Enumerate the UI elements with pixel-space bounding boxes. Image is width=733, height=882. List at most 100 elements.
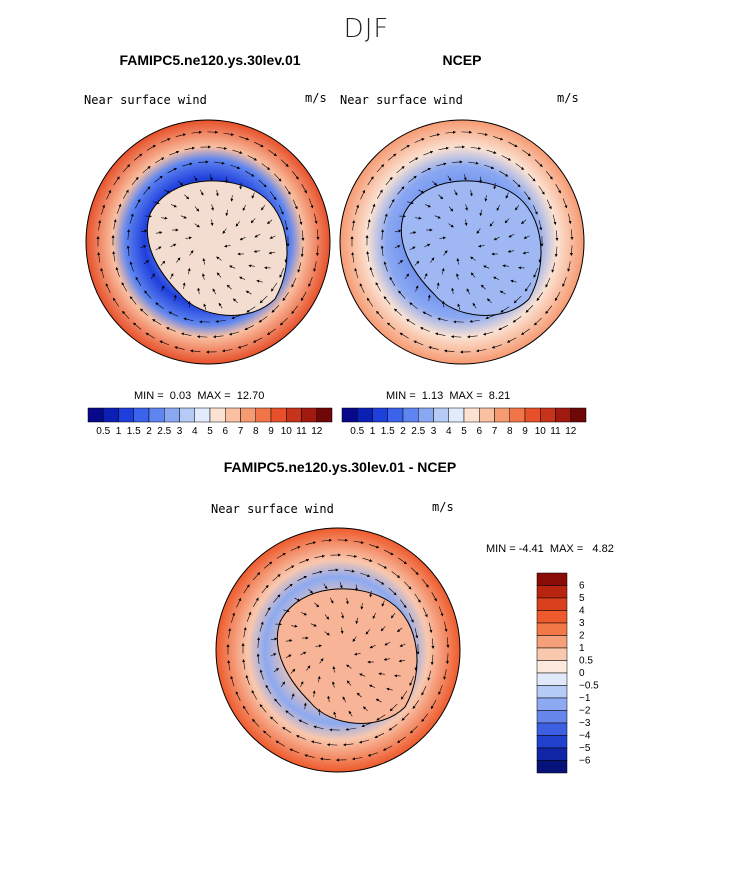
wind-vector <box>510 279 517 283</box>
colorbar-swatch <box>87 407 104 423</box>
colorbar-swatch <box>536 747 568 761</box>
wind-vector <box>489 221 494 227</box>
wind-vector <box>299 558 310 564</box>
wind-vector <box>198 160 209 164</box>
wind-vector <box>155 246 162 251</box>
colorbar-swatch <box>179 407 195 423</box>
wind-vector <box>329 597 334 604</box>
wind-vector <box>400 599 407 609</box>
wind-vector <box>448 206 454 212</box>
wind-vector <box>189 349 201 353</box>
wind-vector <box>269 235 276 239</box>
wind-vector <box>434 215 441 219</box>
wind-vector <box>359 673 366 677</box>
wind-vector <box>451 287 455 295</box>
wind-vector <box>394 245 401 249</box>
colorbar-tick-label: 9 <box>522 426 528 437</box>
wind-vector <box>263 730 272 738</box>
wind-vector <box>324 631 330 636</box>
wind-vector <box>319 658 324 664</box>
wind-vector <box>361 722 372 728</box>
wind-vector <box>480 284 486 290</box>
colorbar-tick-label: 4 <box>192 426 198 437</box>
wind-vector <box>212 288 217 295</box>
colorbar-tick-label: 1.5 <box>127 426 141 437</box>
wind-vector <box>408 175 417 183</box>
wind-vector <box>261 163 271 170</box>
wind-vector <box>140 245 147 249</box>
wind-vector <box>296 735 306 740</box>
wind-vector <box>422 607 428 618</box>
wind-vector <box>273 667 280 673</box>
wind-vector <box>409 676 415 686</box>
wind-vector <box>479 209 483 217</box>
wind-vector <box>421 685 427 696</box>
wind-vector <box>428 622 433 633</box>
panel2-map <box>339 119 585 365</box>
wind-vector <box>216 146 228 150</box>
wind-vector <box>438 194 444 200</box>
wind-vector <box>122 164 131 173</box>
wind-vector <box>305 541 317 545</box>
wind-vector <box>300 291 307 302</box>
wind-vector <box>344 569 355 573</box>
wind-vector <box>367 218 371 230</box>
colorbar-swatch <box>570 407 587 423</box>
wind-vector <box>313 725 324 730</box>
colorbar-tick-label: 11 <box>296 426 307 437</box>
colorbar-swatch <box>418 407 434 423</box>
wind-vector <box>383 296 391 305</box>
wind-vector <box>430 257 435 263</box>
wind-vector <box>369 590 373 598</box>
wind-vector <box>291 693 295 700</box>
panel3-units: m/s <box>432 500 454 514</box>
wind-vector <box>166 327 176 332</box>
wind-vector <box>470 272 476 278</box>
wind-vector <box>270 637 278 641</box>
wind-vector <box>545 305 553 315</box>
wind-vector <box>144 290 152 299</box>
panel3-colorbar: 65 43 21 0.50 −0.5−1 −2−3 −4−5 −6 <box>536 572 599 774</box>
wind-vector <box>222 349 233 353</box>
wind-vector <box>396 627 403 633</box>
wind-vector <box>252 718 260 728</box>
panel1-antarctica-outline <box>146 180 288 316</box>
wind-vector <box>513 295 522 304</box>
colorbar-swatch <box>387 407 404 423</box>
wind-vector <box>175 133 187 137</box>
wind-vector <box>431 638 435 650</box>
wind-vector <box>372 612 376 619</box>
wind-vector <box>496 204 500 211</box>
wind-vector <box>431 592 437 602</box>
wind-vector <box>231 612 235 623</box>
wind-vector <box>259 669 264 680</box>
wind-vector <box>493 236 500 241</box>
wind-vector <box>152 319 162 326</box>
wind-vector <box>276 552 286 559</box>
wind-vector <box>443 669 447 680</box>
wind-vector <box>472 302 477 309</box>
wind-vector <box>292 199 298 210</box>
wind-vector <box>273 594 281 603</box>
wind-vector <box>354 652 361 656</box>
colorbar-tick-label: 11 <box>550 426 561 437</box>
wind-vector <box>360 189 366 200</box>
wind-vector <box>570 229 574 241</box>
colorbar-tick-label: −1 <box>579 693 591 704</box>
wind-vector <box>464 219 468 226</box>
wind-vector <box>259 295 268 304</box>
wind-vector <box>551 262 556 273</box>
wind-vector <box>500 306 510 313</box>
wind-vector <box>231 314 242 320</box>
wind-vector <box>369 544 380 549</box>
wind-vector <box>332 666 336 673</box>
wind-vector <box>197 287 201 295</box>
wind-vector <box>407 201 414 205</box>
wind-vector <box>246 306 256 313</box>
wind-vector <box>394 229 402 233</box>
panel3-variable: Near surface wind <box>211 502 334 516</box>
wind-vector <box>476 228 481 234</box>
wind-vector <box>524 282 532 292</box>
wind-vector <box>493 182 497 190</box>
wind-vector <box>199 189 204 196</box>
